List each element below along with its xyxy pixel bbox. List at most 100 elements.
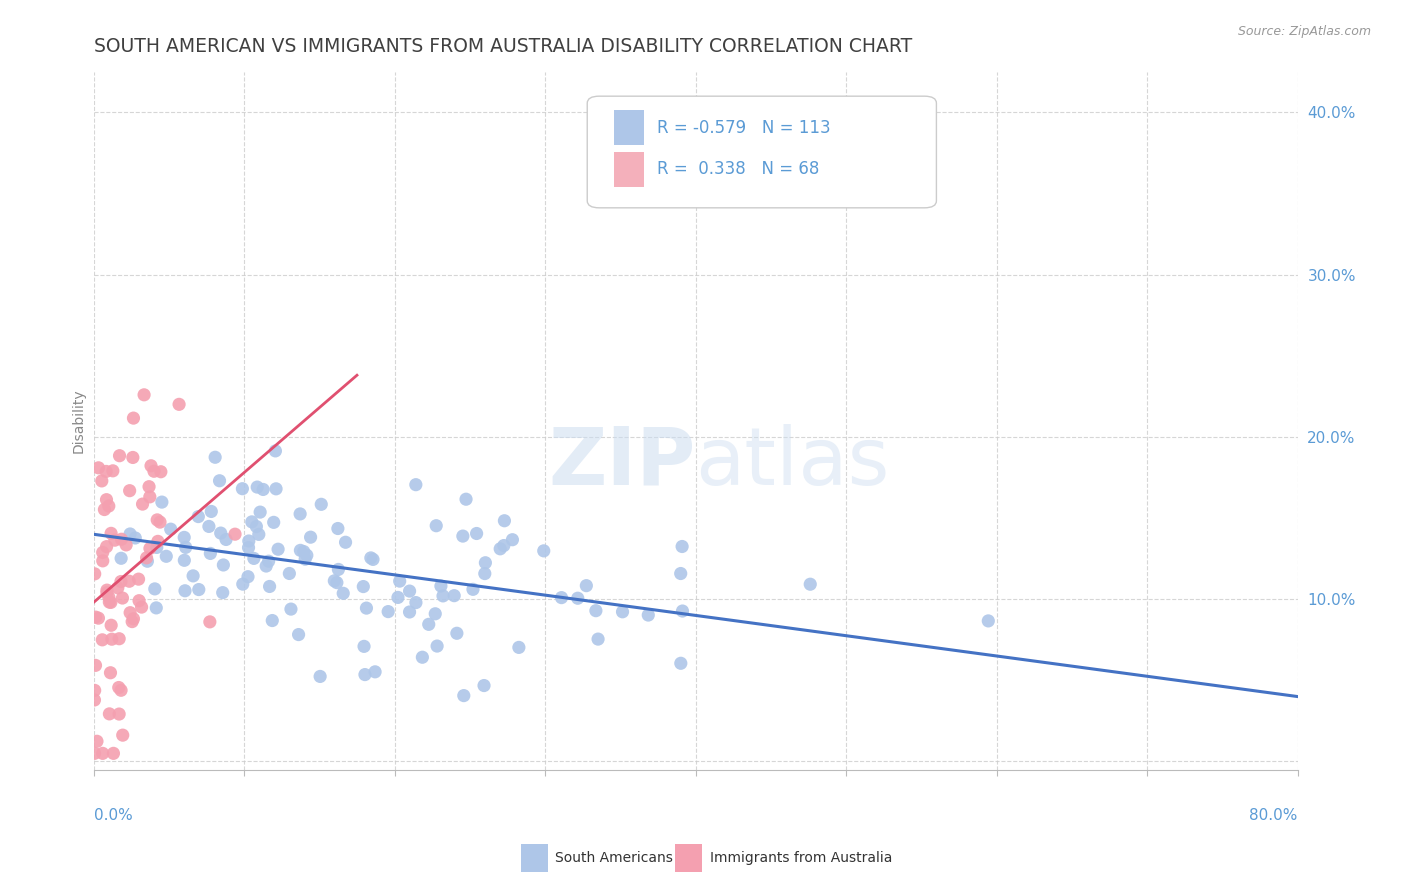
Point xyxy=(353,640,375,654)
Point xyxy=(198,519,221,533)
Point xyxy=(326,522,349,536)
Point xyxy=(323,574,346,588)
Text: 0.0%: 0.0% xyxy=(94,808,132,823)
Point xyxy=(143,464,166,478)
Point xyxy=(364,665,387,679)
Point xyxy=(278,566,301,581)
Point xyxy=(120,527,142,541)
Point xyxy=(295,549,318,563)
Point xyxy=(418,617,440,632)
Point xyxy=(111,728,134,742)
Point xyxy=(83,747,105,761)
Point xyxy=(118,574,141,589)
Point xyxy=(671,540,693,554)
Point xyxy=(145,541,167,555)
Point xyxy=(150,495,173,509)
Point xyxy=(465,526,488,541)
FancyBboxPatch shape xyxy=(588,96,936,208)
Point xyxy=(492,539,515,553)
Point xyxy=(287,627,309,641)
Point xyxy=(453,689,475,703)
Point xyxy=(356,601,378,615)
Point xyxy=(187,582,209,597)
Point xyxy=(100,595,122,609)
Point xyxy=(411,650,433,665)
Point xyxy=(97,591,120,605)
Point xyxy=(139,541,162,556)
Point xyxy=(131,600,153,615)
Point xyxy=(309,497,332,511)
Point xyxy=(91,747,114,761)
Point xyxy=(101,464,124,478)
Text: South Americans: South Americans xyxy=(555,851,673,865)
Point xyxy=(637,608,659,623)
Point xyxy=(83,683,105,698)
Point xyxy=(299,530,322,544)
Bar xyxy=(614,110,644,145)
Point xyxy=(262,614,284,628)
Text: Source: ZipAtlas.com: Source: ZipAtlas.com xyxy=(1237,25,1371,38)
Point xyxy=(93,502,115,516)
Point xyxy=(567,591,589,606)
Point xyxy=(115,538,138,552)
Point xyxy=(259,579,281,593)
Point xyxy=(426,639,449,653)
Point xyxy=(96,492,118,507)
Point xyxy=(107,581,129,595)
Point xyxy=(110,683,132,698)
Point xyxy=(121,450,143,465)
Point xyxy=(432,589,454,603)
Point xyxy=(263,516,285,530)
Point xyxy=(231,482,253,496)
Point xyxy=(290,543,312,558)
Point xyxy=(240,515,263,529)
Point xyxy=(977,614,1000,628)
Text: SOUTH AMERICAN VS IMMIGRANTS FROM AUSTRALIA DISABILITY CORRELATION CHART: SOUTH AMERICAN VS IMMIGRANTS FROM AUSTRA… xyxy=(94,37,912,56)
Point xyxy=(387,591,409,605)
Point xyxy=(501,533,523,547)
Point xyxy=(208,474,231,488)
Point xyxy=(398,605,420,619)
Point xyxy=(84,658,107,673)
Point xyxy=(215,533,238,547)
Point xyxy=(238,533,260,548)
Point xyxy=(232,577,254,591)
Point xyxy=(108,449,131,463)
Point xyxy=(146,513,169,527)
Point xyxy=(288,507,311,521)
Y-axis label: Disability: Disability xyxy=(72,388,86,453)
Text: 80.0%: 80.0% xyxy=(1250,808,1298,823)
Point xyxy=(254,559,277,574)
Point xyxy=(267,542,290,557)
Point xyxy=(472,679,495,693)
Point xyxy=(96,540,118,554)
Point xyxy=(377,605,399,619)
Point xyxy=(120,606,142,620)
Point xyxy=(200,546,222,560)
Point xyxy=(135,550,157,565)
Point xyxy=(257,554,280,568)
Point xyxy=(198,615,221,629)
Point xyxy=(586,632,609,646)
Point xyxy=(209,526,232,541)
Point xyxy=(354,667,377,681)
Point xyxy=(110,533,132,547)
Point xyxy=(398,584,420,599)
Point xyxy=(494,514,516,528)
Point xyxy=(181,569,204,583)
Point xyxy=(508,640,530,655)
Point xyxy=(90,474,112,488)
Point xyxy=(121,615,143,629)
Point xyxy=(174,541,197,555)
Point xyxy=(83,693,105,707)
Point xyxy=(136,554,159,568)
Point xyxy=(131,497,153,511)
Point xyxy=(405,596,427,610)
Point xyxy=(247,527,270,541)
Point xyxy=(799,577,821,591)
Point xyxy=(238,541,260,555)
Point xyxy=(249,505,271,519)
Point xyxy=(91,632,114,647)
Point xyxy=(246,480,269,494)
Point xyxy=(243,551,266,566)
